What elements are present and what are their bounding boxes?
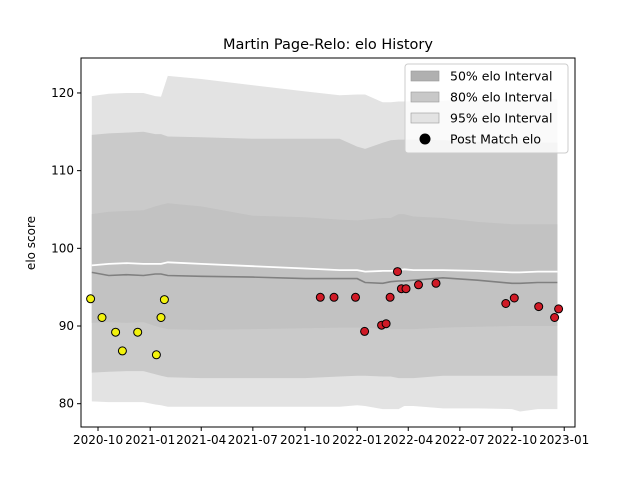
legend-label: 80% elo Interval xyxy=(450,90,552,105)
post-match-elo-point xyxy=(509,293,519,303)
x-tick-label: 2021-10 xyxy=(280,433,330,447)
x-tick-label: 2022-10 xyxy=(487,433,537,447)
legend-label: 95% elo Interval xyxy=(450,111,552,126)
post-match-elo-point xyxy=(329,292,339,302)
post-match-elo-point xyxy=(554,304,564,314)
post-match-elo-point xyxy=(351,292,360,302)
legend-swatch xyxy=(410,91,440,103)
post-match-elo-point xyxy=(550,313,560,322)
post-match-elo-point xyxy=(133,327,143,337)
post-match-elo-point xyxy=(97,313,107,322)
post-match-elo-point xyxy=(159,295,169,305)
x-tick-label: 2021-04 xyxy=(176,433,226,447)
y-tick-label: 120 xyxy=(51,86,74,100)
post-match-elo-point xyxy=(117,346,127,356)
y-tick-label: 100 xyxy=(51,241,74,255)
post-match-elo-point xyxy=(360,326,370,336)
post-match-elo-point xyxy=(501,299,511,308)
y-axis-label: elo score xyxy=(24,216,38,270)
x-tick-label: 2023-01 xyxy=(539,433,589,447)
median-elo-line xyxy=(91,271,558,285)
legend-swatch xyxy=(410,70,440,82)
x-tick-label: 2022-04 xyxy=(383,433,433,447)
y-tick-label: 80 xyxy=(59,397,74,411)
mean-elo-line xyxy=(91,261,558,274)
legend-swatch xyxy=(410,112,440,124)
x-tick-label: 2022-01 xyxy=(332,433,382,447)
legend: 50% elo Interval 80% elo Interval 95% elo … xyxy=(404,63,569,154)
plot-area xyxy=(86,75,564,412)
x-tick-label: 2021-07 xyxy=(228,433,278,447)
post-match-elo-point xyxy=(385,292,395,302)
chart-title: Martin Page-Relo: elo History xyxy=(223,37,433,53)
x-tick-label: 2020-10 xyxy=(73,433,123,447)
post-match-elo-point xyxy=(156,313,166,322)
post-match-elo-point xyxy=(315,292,325,302)
post-match-elo-point xyxy=(431,278,441,288)
y-tick-label: 90 xyxy=(59,319,74,333)
post-match-elo-point xyxy=(401,284,411,294)
post-match-elo-point xyxy=(381,319,391,329)
post-match-elo-point xyxy=(414,280,423,290)
post-match-elo-point xyxy=(111,327,121,337)
x-tick-label: 2022-07 xyxy=(435,433,485,447)
y-tick-label: 110 xyxy=(51,164,74,178)
band-50-interval xyxy=(91,203,558,330)
legend-label: Post Match elo xyxy=(450,132,541,147)
y-axis: 80 90 100 110 120 xyxy=(51,86,81,411)
post-match-elo-point xyxy=(534,302,544,312)
x-tick-label: 2021-01 xyxy=(125,433,175,447)
legend-marker xyxy=(419,133,431,145)
post-match-elo-point xyxy=(151,350,161,360)
x-axis: 2020-10 2021-01 2021-04 2021-07 2021-10 2022-… xyxy=(73,427,589,447)
legend-box xyxy=(404,63,569,154)
post-match-elo-point xyxy=(393,267,402,277)
legend-label: 50% elo Interval xyxy=(450,69,552,84)
post-match-elo-point xyxy=(86,294,96,304)
axes-frame xyxy=(80,57,576,428)
